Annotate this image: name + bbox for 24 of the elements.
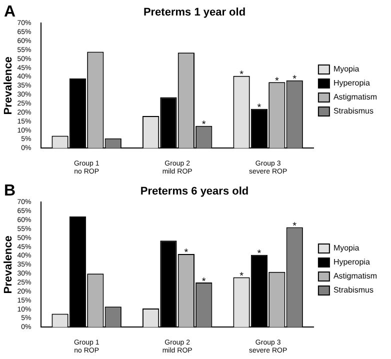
legend-label: Astigmatism [333,272,378,281]
chart-title: Preterms 6 years old [140,186,249,198]
data-label: * [240,270,244,282]
data-label: * [257,248,262,260]
data-label: * [202,120,206,131]
data-label: * [274,76,279,87]
y-axis-title: Prevalence [2,56,15,115]
legend-label: Hyperopia [333,258,370,267]
data-label: * [292,220,297,232]
text: A [4,3,16,20]
text: B [4,182,16,200]
legend-label: Myopia [333,64,360,74]
legend-label: Strabismus [333,286,374,295]
legend-label: Astigmatism [333,92,378,102]
legend-label: Myopia [333,244,360,253]
legend-label: Hyperopia [333,78,370,88]
data-label: * [292,74,297,86]
data-label: * [240,70,244,81]
data-label: * [257,102,262,114]
legend-label: Strabismus [333,106,374,116]
y-axis-title: Prevalence [2,236,15,294]
data-label: * [184,248,188,259]
data-label: * [202,276,206,288]
chart-title: Preterms 1 year old [143,6,246,19]
